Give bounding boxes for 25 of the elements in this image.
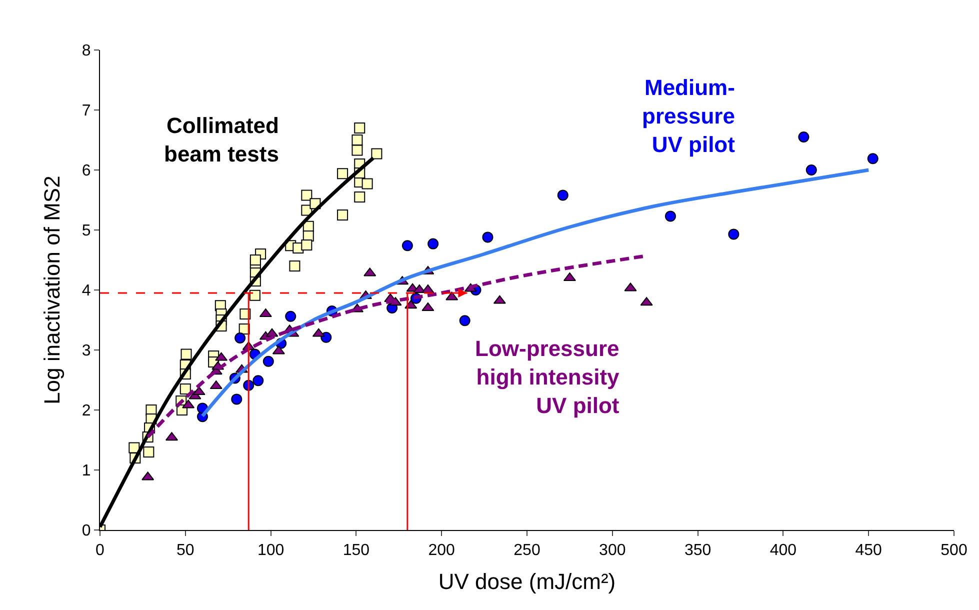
- y-tick-label: 1: [82, 462, 91, 480]
- x-tick-label: 250: [514, 542, 540, 560]
- y-tick-label: 6: [82, 162, 91, 180]
- y-tick-label: 0: [82, 522, 91, 540]
- x-tick-label: 350: [684, 542, 712, 560]
- y-tick-label: 2: [82, 402, 91, 420]
- series-label: Low-pressure high intensity UV pilot: [475, 336, 620, 418]
- x-tick-label: 450: [855, 542, 882, 560]
- y-tick-label: 4: [82, 282, 91, 300]
- x-tick-label: 150: [342, 542, 370, 560]
- x-tick-label: 100: [257, 542, 284, 560]
- y-tick-label: 7: [82, 102, 91, 120]
- x-axis-title: UV dose (mJ/cm²): [438, 569, 616, 594]
- x-tick-label: 400: [770, 542, 797, 560]
- series-label: Collimated beam tests: [164, 113, 279, 167]
- x-tick-label: 200: [428, 542, 456, 560]
- x-tick-label: 0: [96, 542, 105, 560]
- y-tick-label: 3: [82, 342, 91, 360]
- y-tick-label: 8: [82, 42, 91, 60]
- x-tick-label: 50: [176, 542, 194, 560]
- y-tick-label: 5: [82, 222, 91, 240]
- x-tick-label: 500: [940, 542, 968, 560]
- text: Medium- pressure UV pilot: [642, 75, 736, 158]
- x-tick-label: 300: [599, 542, 626, 560]
- y-axis-title: Log inactivation of MS2: [40, 176, 65, 404]
